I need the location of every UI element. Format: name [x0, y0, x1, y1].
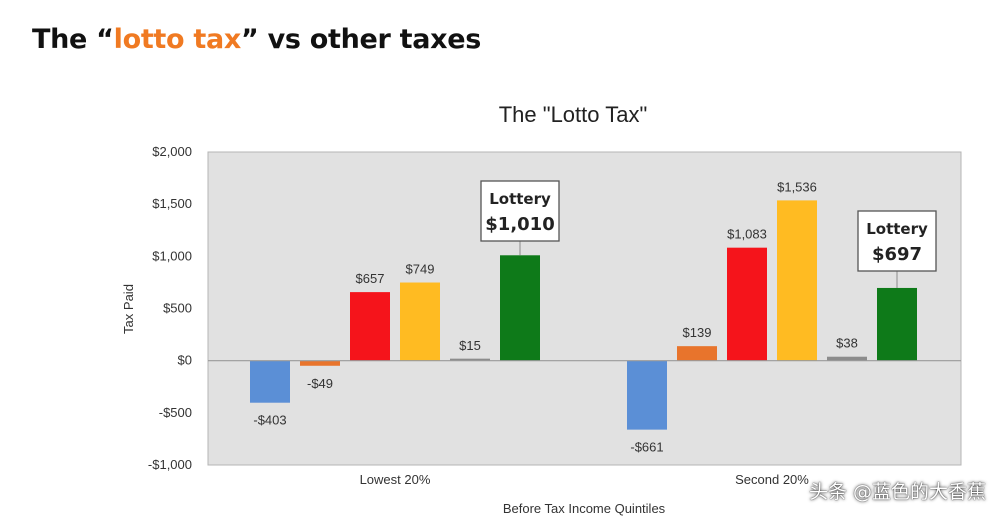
callout-box	[480, 180, 560, 242]
x-axis: Lowest 20% Second 20%	[360, 472, 810, 487]
bar	[450, 358, 490, 361]
y-tick-label: $0	[178, 353, 192, 368]
bar	[627, 360, 667, 430]
category-label: Lowest 20%	[360, 472, 431, 487]
bar	[500, 255, 540, 361]
x-axis-label: Before Tax Income Quintiles	[503, 501, 666, 516]
data-label: -$49	[307, 376, 333, 391]
y-tick-label: $500	[163, 301, 192, 316]
callouts: Lottery $1,010 Lottery $697	[480, 180, 937, 288]
bars	[250, 200, 917, 430]
bar	[350, 292, 390, 361]
y-axis-label: Tax Paid	[121, 284, 136, 334]
data-labels: -$403 -$49 $657 $749 $15 -$661 $139 $1,083 $1,53…	[253, 179, 857, 454]
data-label: $1,083	[727, 227, 767, 242]
data-label: -$661	[630, 440, 663, 455]
data-label: $749	[406, 262, 435, 277]
data-label: $139	[683, 325, 712, 340]
callout-value: $697	[872, 244, 922, 265]
bar	[300, 360, 340, 366]
y-tick-label: -$500	[159, 405, 192, 420]
callout-box	[857, 210, 937, 272]
callout-title: Lottery	[866, 220, 928, 238]
callout-value: $1,010	[485, 214, 554, 235]
bar	[677, 346, 717, 361]
callout-title: Lottery	[489, 190, 551, 208]
bar	[250, 360, 290, 403]
bar	[877, 287, 917, 361]
data-label: $657	[356, 271, 385, 286]
bar	[400, 282, 440, 361]
bar	[777, 200, 817, 361]
y-tick-label: $2,000	[152, 144, 192, 159]
data-label: $38	[836, 336, 858, 351]
plot-area	[207, 151, 962, 466]
slide-title: The “lotto tax” vs other taxes	[32, 24, 481, 55]
data-label: -$403	[253, 413, 286, 428]
slide-title-prefix: The “	[32, 24, 114, 55]
slide-title-accent: lotto tax	[113, 24, 242, 55]
data-label: $15	[459, 338, 481, 353]
y-axis: $2,000 $1,500 $1,000 $500 $0 -$500 -$1,000	[148, 144, 192, 472]
chart-title: The "Lotto Tax"	[499, 102, 648, 127]
y-tick-label: $1,000	[152, 248, 192, 263]
y-tick-label: -$1,000	[148, 457, 192, 472]
bar	[827, 356, 867, 361]
category-label: Second 20%	[735, 472, 809, 487]
data-label: $1,536	[777, 179, 817, 194]
slide-title-suffix: ” vs other taxes	[241, 24, 482, 55]
watermark: 头条 @蓝色的大香蕉	[808, 481, 986, 503]
y-tick-label: $1,500	[152, 196, 192, 211]
bar	[727, 247, 767, 361]
